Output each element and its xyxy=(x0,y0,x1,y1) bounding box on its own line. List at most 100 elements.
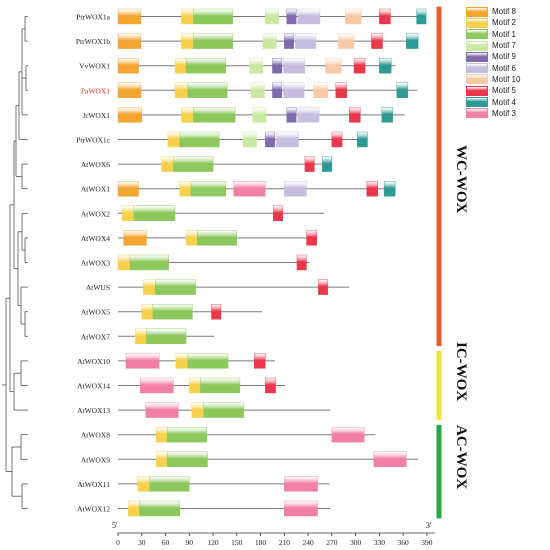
motif-box-motif-1 xyxy=(200,377,241,394)
motif-box-motif-1 xyxy=(193,107,236,123)
group-label-wc-wox: WC-WOX xyxy=(453,145,469,214)
legend-label: Motif 2 xyxy=(492,18,517,28)
motif-box-motif-1 xyxy=(203,402,245,418)
motif-box-motif-8 xyxy=(117,8,142,25)
gene-row: JrWOX1 xyxy=(83,107,405,123)
motif-box-motif-2 xyxy=(161,156,174,172)
motif-box-motif-1 xyxy=(196,230,237,246)
motif-box-motif-2 xyxy=(174,58,187,74)
motif-box-motif-8 xyxy=(117,58,139,74)
motif-box-motif-2 xyxy=(174,82,188,99)
motif-box-motif-5 xyxy=(304,156,315,172)
gene-label: AtWOX1 xyxy=(81,185,110,194)
legend-label: Motif 4 xyxy=(492,97,517,107)
motif-box-motif-2 xyxy=(155,427,168,443)
motif-box-motif-7 xyxy=(252,107,267,123)
gene-label: AtWOX3 xyxy=(81,259,110,268)
motif-box-motif-7 xyxy=(265,8,279,25)
legend-label: Motif 3 xyxy=(492,108,517,118)
motif-box-motif-5 xyxy=(273,205,283,222)
gene-row: AtWUS xyxy=(86,279,350,295)
motif-box-motif-1 xyxy=(155,279,196,295)
motif-box-motif-5 xyxy=(265,377,276,394)
motif-box-motif-4 xyxy=(356,131,368,148)
motif-box-motif-2 xyxy=(135,328,147,344)
gene-label: AtWUS xyxy=(86,283,110,292)
motif-box-motif-7 xyxy=(242,131,257,148)
motif-box-motif-5 xyxy=(306,230,317,246)
gene-label: AtWOX11 xyxy=(77,480,110,489)
motif-box-motif-1 xyxy=(190,180,226,197)
gene-row: AtWOX13 xyxy=(77,402,331,418)
gene-label: AtWOX6 xyxy=(81,160,110,169)
motif-box-motif-4 xyxy=(396,82,409,99)
motif-box-motif-1 xyxy=(193,8,234,25)
legend-swatch xyxy=(466,63,488,74)
legend-swatch xyxy=(466,97,488,108)
motif-box-motif-1 xyxy=(166,427,207,443)
motif-box-motif-5 xyxy=(296,254,307,271)
motif-box-motif-2 xyxy=(185,230,198,246)
gene-row: PaWOX1 xyxy=(81,82,418,99)
motif-box-motif-1 xyxy=(152,304,193,320)
axis-tick-label: 90 xyxy=(186,538,194,547)
legend-item-motif-7: Motif 7 xyxy=(466,40,548,51)
axis-tick-label: 210 xyxy=(279,538,291,547)
legend-label: Motif 6 xyxy=(492,63,517,73)
motif-box-motif-1 xyxy=(193,33,234,49)
motif-box-motif-1 xyxy=(139,500,180,517)
motif-box-motif-1 xyxy=(166,451,208,467)
axis-tick-label: 390 xyxy=(421,538,433,547)
legend-label: Motif 8 xyxy=(492,7,517,17)
motif-box-motif-3 xyxy=(139,377,174,394)
legend-label: Motif 7 xyxy=(492,41,517,51)
legend-swatch xyxy=(466,6,488,17)
motif-box-motif-2 xyxy=(191,402,204,418)
motif-box-motif-7 xyxy=(262,33,277,49)
legend-item-motif-10: Motif 10 xyxy=(466,74,548,85)
legend-item-motif-1: Motif 1 xyxy=(466,29,548,40)
motif-box-motif-1 xyxy=(146,328,187,344)
motif-box-motif-8 xyxy=(117,82,142,99)
gene-rows: PtrWOX1a PtrWOX1b VvWOX1 PaWOX1 JrWOX1 PtrWOX… xyxy=(76,8,427,517)
gene-row: VvWOX1 xyxy=(79,58,396,74)
gene-label: PtrWOX1c xyxy=(76,136,110,145)
axis-tick-label: 270 xyxy=(326,538,338,547)
motif-box-motif-5 xyxy=(379,8,391,25)
group-label-ac-wox: AC-WOX xyxy=(453,425,469,490)
motif-legend: Motif 8 Motif 2 Motif 1 Motif 7 Motif 9 Motif… xyxy=(466,6,548,119)
motif-box-motif-2 xyxy=(143,279,156,295)
axis-tick-label: 120 xyxy=(207,538,219,547)
gene-label: AtWOX7 xyxy=(81,332,110,341)
motif-box-motif-1 xyxy=(133,205,176,222)
gene-row: AtWOX2 xyxy=(81,205,324,222)
motif-box-motif-5 xyxy=(318,279,329,295)
legend-item-motif-6: Motif 6 xyxy=(466,62,548,74)
gene-label: AtWOX14 xyxy=(77,382,110,391)
motif-box-motif-9 xyxy=(286,107,297,123)
gene-label: PaWOX1 xyxy=(81,86,110,95)
motif-box-motif-5 xyxy=(331,131,343,148)
legend-item-motif-2: Motif 2 xyxy=(466,17,548,28)
motif-box-motif-9 xyxy=(272,58,283,74)
motif-box-motif-6 xyxy=(276,131,299,148)
gene-row: AtWOX1 xyxy=(81,180,396,197)
motif-box-motif-2 xyxy=(179,180,192,197)
gene-label: AtWOX10 xyxy=(77,357,110,366)
gene-row: AtWOX10 xyxy=(77,353,275,369)
motif-box-motif-2 xyxy=(137,476,150,492)
motif-box-motif-6 xyxy=(283,82,305,99)
group-label-ic-wox: IC-WOX xyxy=(453,342,469,402)
gene-row: AtWOX5 xyxy=(81,304,263,320)
gene-row: AtWOX14 xyxy=(77,377,286,394)
legend-item-motif-4: Motif 4 xyxy=(466,96,548,108)
motif-box-motif-5 xyxy=(211,304,222,320)
legend-label: Motif 9 xyxy=(492,52,517,62)
motif-box-motif-9 xyxy=(284,33,295,49)
axis-tick-label: 240 xyxy=(302,538,314,547)
motif-box-motif-1 xyxy=(187,353,229,369)
motif-box-motif-1 xyxy=(149,476,190,492)
motif-box-motif-10 xyxy=(325,58,342,74)
motif-box-motif-6 xyxy=(297,8,321,25)
